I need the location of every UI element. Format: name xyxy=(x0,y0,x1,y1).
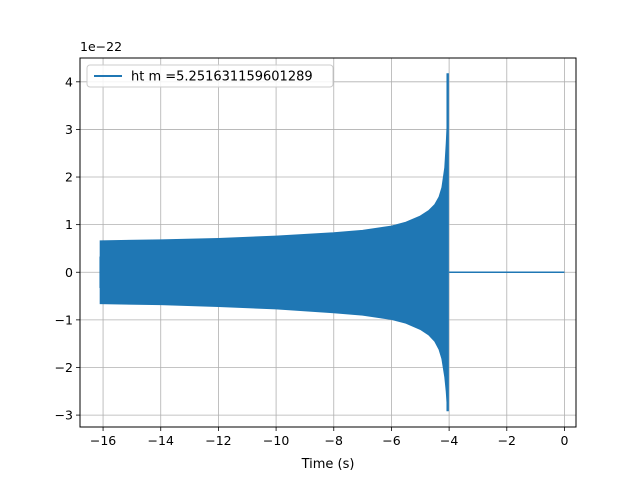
y-ticks: −3 −2 −1 0 1 2 3 4 xyxy=(55,74,80,423)
x-tick-label: −16 xyxy=(90,433,116,448)
y-tick-label: 1 xyxy=(65,217,73,232)
x-tick-label: −2 xyxy=(498,433,516,448)
axes-frame xyxy=(79,57,577,428)
plot-area xyxy=(99,73,565,412)
x-tick-label: −14 xyxy=(148,433,174,448)
x-axis-label: Time (s) xyxy=(301,457,355,472)
legend-label: ht m =5.251631159601289 xyxy=(131,70,313,85)
y-tick-label: 2 xyxy=(65,170,73,185)
y-tick-label: −2 xyxy=(55,360,73,375)
y-scale-multiplier: 1e−22 xyxy=(80,39,122,54)
y-tick-label: 4 xyxy=(65,74,73,89)
x-tick-label: −6 xyxy=(382,433,400,448)
x-tick-label: −10 xyxy=(263,433,289,448)
x-tick-label: 0 xyxy=(560,433,568,448)
x-tick-label: −4 xyxy=(440,433,458,448)
legend-box xyxy=(86,64,334,88)
x-tick-label: −12 xyxy=(205,433,231,448)
x-tick-label: −8 xyxy=(325,433,343,448)
y-tick-label: −3 xyxy=(55,408,73,423)
y-tick-label: −1 xyxy=(55,312,73,327)
y-tick-label: 0 xyxy=(65,265,73,280)
x-ticks: −16 −14 −12 −10 −8 −6 −4 −2 0 xyxy=(90,427,568,448)
y-tick-label: 3 xyxy=(65,122,73,137)
waveform-envelope xyxy=(99,119,448,408)
legend: ht m =5.251631159601289 xyxy=(86,64,334,88)
